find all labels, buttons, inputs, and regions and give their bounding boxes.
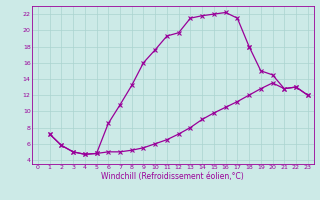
- X-axis label: Windchill (Refroidissement éolien,°C): Windchill (Refroidissement éolien,°C): [101, 172, 244, 181]
